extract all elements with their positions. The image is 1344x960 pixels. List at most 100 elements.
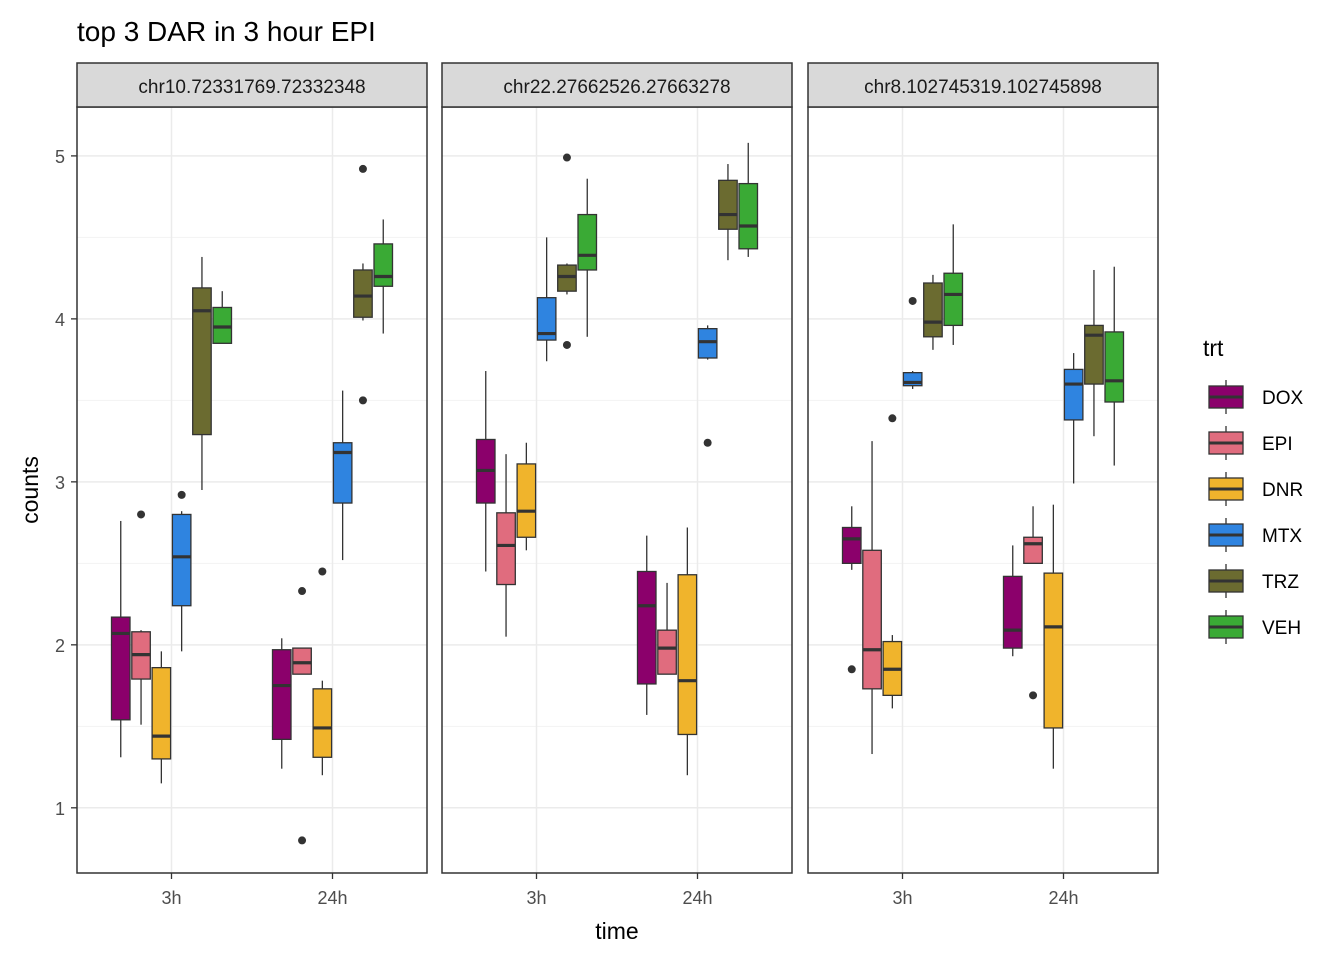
facet-strip-label: chr10.72331769.72332348 [138, 77, 365, 98]
box-body [1002, 575, 1023, 649]
box-body [271, 649, 292, 741]
box-body [943, 272, 964, 327]
outlier-point [1029, 691, 1038, 700]
x-tick-label: 3h [892, 888, 912, 908]
box-dnr-24h [677, 527, 698, 776]
box-body [151, 666, 172, 760]
box-epi-3h [862, 441, 882, 755]
box-trz-3h [557, 153, 577, 349]
outlier-point [298, 836, 307, 845]
box-body [212, 306, 233, 344]
y-tick-label: 3 [55, 473, 65, 493]
box-veh-3h [212, 291, 233, 344]
outlier-point [888, 414, 897, 423]
box-dnr-3h [516, 442, 537, 551]
box-mtx-3h [902, 296, 923, 389]
box-dox-24h [636, 535, 657, 715]
outlier-point [358, 396, 367, 405]
x-tick-label: 24h [1048, 888, 1078, 908]
panel-background [77, 107, 427, 873]
y-tick-label: 5 [55, 147, 65, 167]
legend-item-veh: VEH [1208, 610, 1301, 644]
box-body [332, 442, 353, 504]
box-body [1084, 324, 1104, 385]
box-body [536, 297, 557, 341]
box-mtx-3h [536, 237, 557, 362]
y-axis-title: counts [17, 456, 43, 524]
box-dox-24h [1002, 545, 1023, 657]
outlier-point [177, 490, 186, 499]
y-tick-label: 4 [55, 310, 65, 330]
chart-title: top 3 DAR in 3 hour EPI [77, 16, 376, 47]
box-trz-24h [353, 164, 373, 405]
box-body [923, 282, 943, 338]
box-body [677, 574, 698, 736]
box-body [577, 213, 598, 271]
box-mtx-24h [697, 325, 718, 447]
box-body [171, 513, 192, 607]
box-dox-3h [110, 520, 131, 758]
box-epi-24h [657, 582, 677, 675]
box-body [373, 243, 394, 287]
x-axis-title: time [595, 918, 638, 944]
box-body [292, 647, 312, 675]
box-dox-3h [841, 506, 862, 674]
y-tick-label: 1 [55, 799, 65, 819]
x-tick-label: 3h [526, 888, 546, 908]
box-epi-3h [131, 510, 151, 725]
box-body [1023, 536, 1043, 564]
box-body [516, 463, 537, 538]
box-body [312, 688, 333, 758]
box-veh-24h [373, 219, 394, 334]
box-body [1104, 331, 1125, 403]
box-mtx-24h [1063, 353, 1084, 484]
legend-label: VEH [1262, 618, 1301, 639]
box-body [841, 526, 862, 564]
box-body [718, 179, 738, 230]
box-body [697, 328, 718, 359]
outlier-point [318, 567, 327, 576]
legend-item-mtx: MTX [1208, 518, 1302, 552]
legend-item-epi: EPI [1208, 426, 1293, 460]
outlier-point [703, 438, 712, 447]
legend-label: EPI [1262, 434, 1293, 455]
outlier-point [358, 164, 367, 173]
box-dnr-24h [1043, 504, 1064, 769]
outlier-point [562, 153, 571, 162]
box-veh-24h [1104, 266, 1125, 466]
box-dox-3h [475, 371, 496, 572]
legend-label: MTX [1262, 526, 1302, 547]
box-body [557, 264, 577, 292]
facet-panel-3: chr8.102745319.102745898 3h 24h [807, 62, 1159, 908]
box-dnr-24h [312, 567, 333, 776]
box-body [1063, 368, 1084, 421]
legend-item-dnr: DNR [1208, 472, 1303, 506]
x-tick-label: 24h [682, 888, 712, 908]
box-dnr-3h [151, 651, 172, 784]
box-body [862, 549, 882, 690]
box-epi-24h [1023, 506, 1043, 700]
legend-label: TRZ [1262, 572, 1299, 593]
legend-title: trt [1203, 335, 1224, 361]
box-mtx-3h [171, 490, 192, 652]
box-trz-24h [718, 164, 738, 261]
facet-strip [441, 62, 793, 108]
outlier-point [137, 510, 146, 519]
box-dnr-3h [882, 414, 903, 709]
box-body [496, 512, 516, 586]
legend-label: DOX [1262, 388, 1304, 409]
x-tick-label: 3h [161, 888, 181, 908]
facet-strip-label: chr8.102745319.102745898 [864, 77, 1102, 98]
legend: trt DOX EPI DNR MTX TRZ VEH [1203, 335, 1304, 644]
legend-item-dox: DOX [1208, 380, 1304, 414]
legend-items: DOX EPI DNR MTX TRZ VEH [1208, 380, 1304, 644]
box-epi-3h [496, 454, 516, 637]
box-veh-3h [577, 178, 598, 337]
box-dox-24h [271, 638, 292, 769]
legend-item-trz: TRZ [1208, 564, 1299, 598]
box-trz-3h [923, 274, 943, 350]
box-body [738, 182, 759, 250]
box-epi-24h [292, 587, 312, 845]
box-trz-3h [192, 256, 212, 490]
